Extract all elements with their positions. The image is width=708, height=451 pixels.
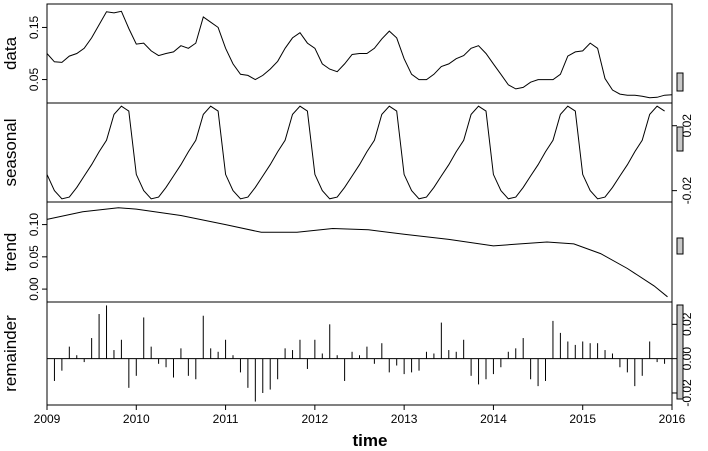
panel-ylabel-data: data bbox=[1, 36, 20, 70]
y-tick-label: 0.10 bbox=[27, 213, 41, 237]
x-axis-title: time bbox=[353, 431, 388, 450]
panel-ylabel-remainder: remainder bbox=[1, 315, 20, 392]
panel-frame bbox=[46, 102, 673, 203]
panel-data: data 0.05 0.15 bbox=[1, 3, 684, 104]
x-tick-label: 2010 bbox=[123, 412, 150, 426]
panel-ylabel-trend: trend bbox=[1, 233, 20, 272]
panel-remainder: remainder-0.020.000.02 bbox=[1, 301, 694, 407]
panel-frame bbox=[46, 301, 673, 406]
x-tick-label: 2011 bbox=[213, 412, 239, 426]
y-tick-label: 0.15 bbox=[27, 15, 41, 39]
x-axis: 2009 2010 2011 2012 2013 2014 2015 2016 bbox=[34, 405, 686, 426]
panel-frame bbox=[46, 201, 673, 303]
series-line-data bbox=[46, 10, 673, 99]
x-tick-label: 2014 bbox=[480, 412, 507, 426]
y-tick-label: 0.05 bbox=[27, 245, 41, 269]
x-tick-label: 2009 bbox=[34, 412, 61, 426]
scale-bar bbox=[676, 304, 684, 400]
panel-trend: trend 0.00 0.05 0.10 bbox=[1, 201, 684, 303]
panel-seasonal: seasonal-0.020.02 bbox=[1, 102, 694, 205]
y-tick-label: 0.00 bbox=[27, 277, 41, 301]
series-line-trend bbox=[46, 207, 668, 298]
scale-bar bbox=[676, 72, 684, 92]
x-tick-label: 2012 bbox=[302, 412, 329, 426]
panel-ylabel-seasonal: seasonal bbox=[1, 118, 20, 186]
scale-bar bbox=[676, 237, 684, 255]
x-tick-label: 2013 bbox=[391, 412, 418, 426]
y-tick-label: -0.02 bbox=[680, 177, 694, 205]
x-tick-label: 2016 bbox=[659, 412, 686, 426]
panels: data0.050.15seasonal-0.020.02trend0.000.… bbox=[1, 3, 694, 407]
y-tick-label: 0.05 bbox=[27, 68, 41, 92]
series-line-seasonal bbox=[46, 105, 665, 200]
x-tick-label: 2015 bbox=[569, 412, 596, 426]
scale-bar bbox=[676, 126, 684, 152]
